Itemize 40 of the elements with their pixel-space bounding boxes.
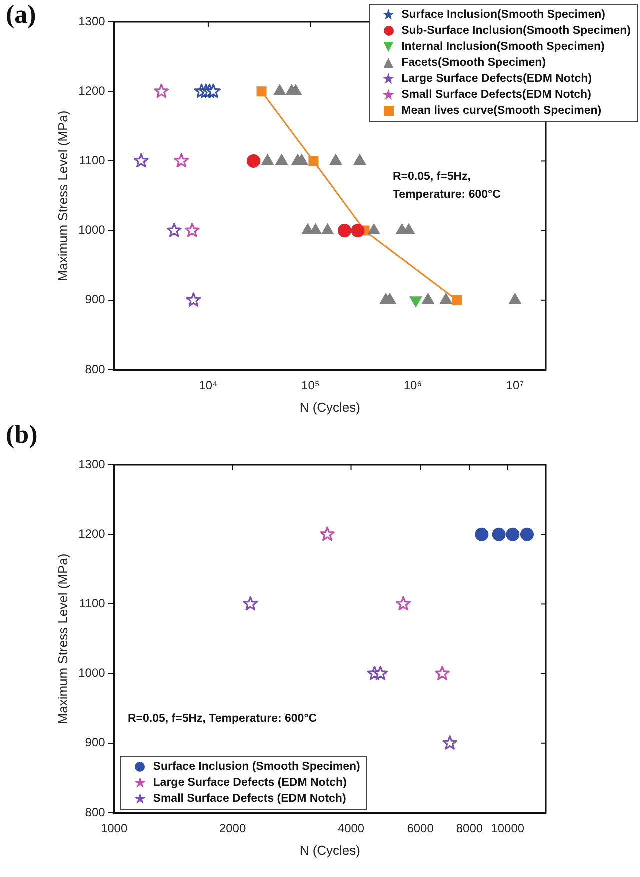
- y-tick-label: 800: [85, 805, 106, 820]
- x-tick-label: 2000: [219, 822, 246, 836]
- chart-title: (b): [6, 420, 38, 450]
- legend-label: Surface Inclusion (Smooth Specimen): [153, 761, 360, 774]
- legend-label: Large Surface Defects(EDM Notch): [402, 73, 592, 86]
- x-tick-label: 10⁵: [302, 378, 320, 393]
- y-tick-label: 1200: [78, 526, 106, 541]
- chart-title: (a): [6, 0, 36, 30]
- legend-label: Facets(Smooth Specimen): [402, 57, 546, 70]
- legend-label: Sub-Surface Inclusion(Smooth Specimen): [402, 25, 631, 38]
- x-axis-title: N (Cycles): [300, 842, 360, 858]
- y-tick-label: 1300: [78, 14, 106, 28]
- x-tick-label: 6000: [407, 822, 434, 836]
- x-tick-label: 1000: [100, 822, 128, 836]
- legend-label: Mean lives curve(Smooth Specimen): [402, 105, 602, 118]
- y-tick-label: 900: [85, 292, 106, 307]
- y-tick-label: 1000: [78, 666, 106, 680]
- y-tick-label: 1200: [78, 84, 106, 98]
- x-tick-label: 8000: [456, 822, 484, 836]
- y-axis-title: Maximum Stress Level (MPa): [55, 554, 70, 724]
- y-tick-label: 1000: [78, 223, 106, 238]
- legend-label: Large Surface Defects (EDM Notch): [153, 777, 347, 790]
- x-tick-label: 10⁶: [404, 378, 422, 393]
- y-tick-label: 1100: [79, 596, 106, 611]
- y-tick-label: 800: [85, 362, 106, 376]
- legend-label: Internal Inclusion(Smooth Specimen): [402, 41, 605, 54]
- x-axis-title: N (Cycles): [300, 400, 360, 415]
- x-tick-label: 10000: [491, 822, 525, 836]
- x-tick-label: 10⁴: [199, 378, 218, 393]
- x-tick-label: 4000: [338, 822, 365, 836]
- y-tick-label: 1100: [79, 154, 106, 168]
- x-tick-label: 10⁷: [506, 378, 524, 393]
- legend-label: Surface Inclusion(Smooth Specimen): [402, 9, 606, 22]
- y-axis-title: Maximum Stress Level (MPa): [55, 110, 70, 282]
- annotation: R=0.05, f=5Hz, Temperature: 600°C: [393, 170, 502, 203]
- y-tick-label: 1300: [78, 457, 106, 472]
- legend-label: Small Surface Defects(EDM Notch): [402, 89, 592, 102]
- legend-label: Small Surface Defects (EDM Notch): [153, 793, 346, 806]
- y-tick-label: 900: [85, 736, 106, 750]
- annotation: R=0.05, f=5Hz, Temperature: 600°C: [128, 712, 318, 727]
